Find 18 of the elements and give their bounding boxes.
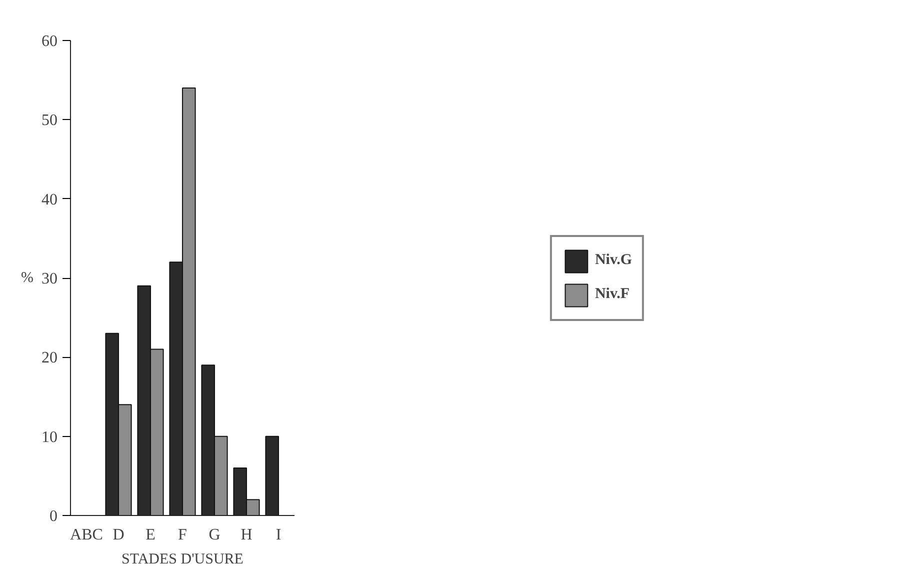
x-tick-label: ABC	[70, 526, 103, 544]
x-tick-label: D	[112, 526, 124, 544]
y-tick-label: 30	[42, 270, 58, 288]
y-tick-label: 20	[42, 350, 58, 367]
x-axis-title: STADES D'USURE	[122, 552, 244, 568]
y-tick-label: 40	[42, 191, 58, 208]
legend-label: Niv.G	[594, 252, 632, 269]
x-tick-label: I	[276, 526, 282, 544]
y-axis-title: %	[21, 270, 34, 286]
x-tick-label: H	[240, 526, 253, 544]
y-tick-label: 0	[50, 508, 58, 525]
x-tick-label: E	[146, 526, 156, 544]
y-tick-label: 10	[42, 428, 58, 446]
x-tick-label: G	[208, 526, 221, 544]
y-tick-label: 50	[42, 112, 58, 130]
x-tick-label: F	[178, 526, 188, 544]
legend-label: Niv.F	[594, 286, 630, 303]
y-tick-label: 60	[42, 33, 58, 50]
